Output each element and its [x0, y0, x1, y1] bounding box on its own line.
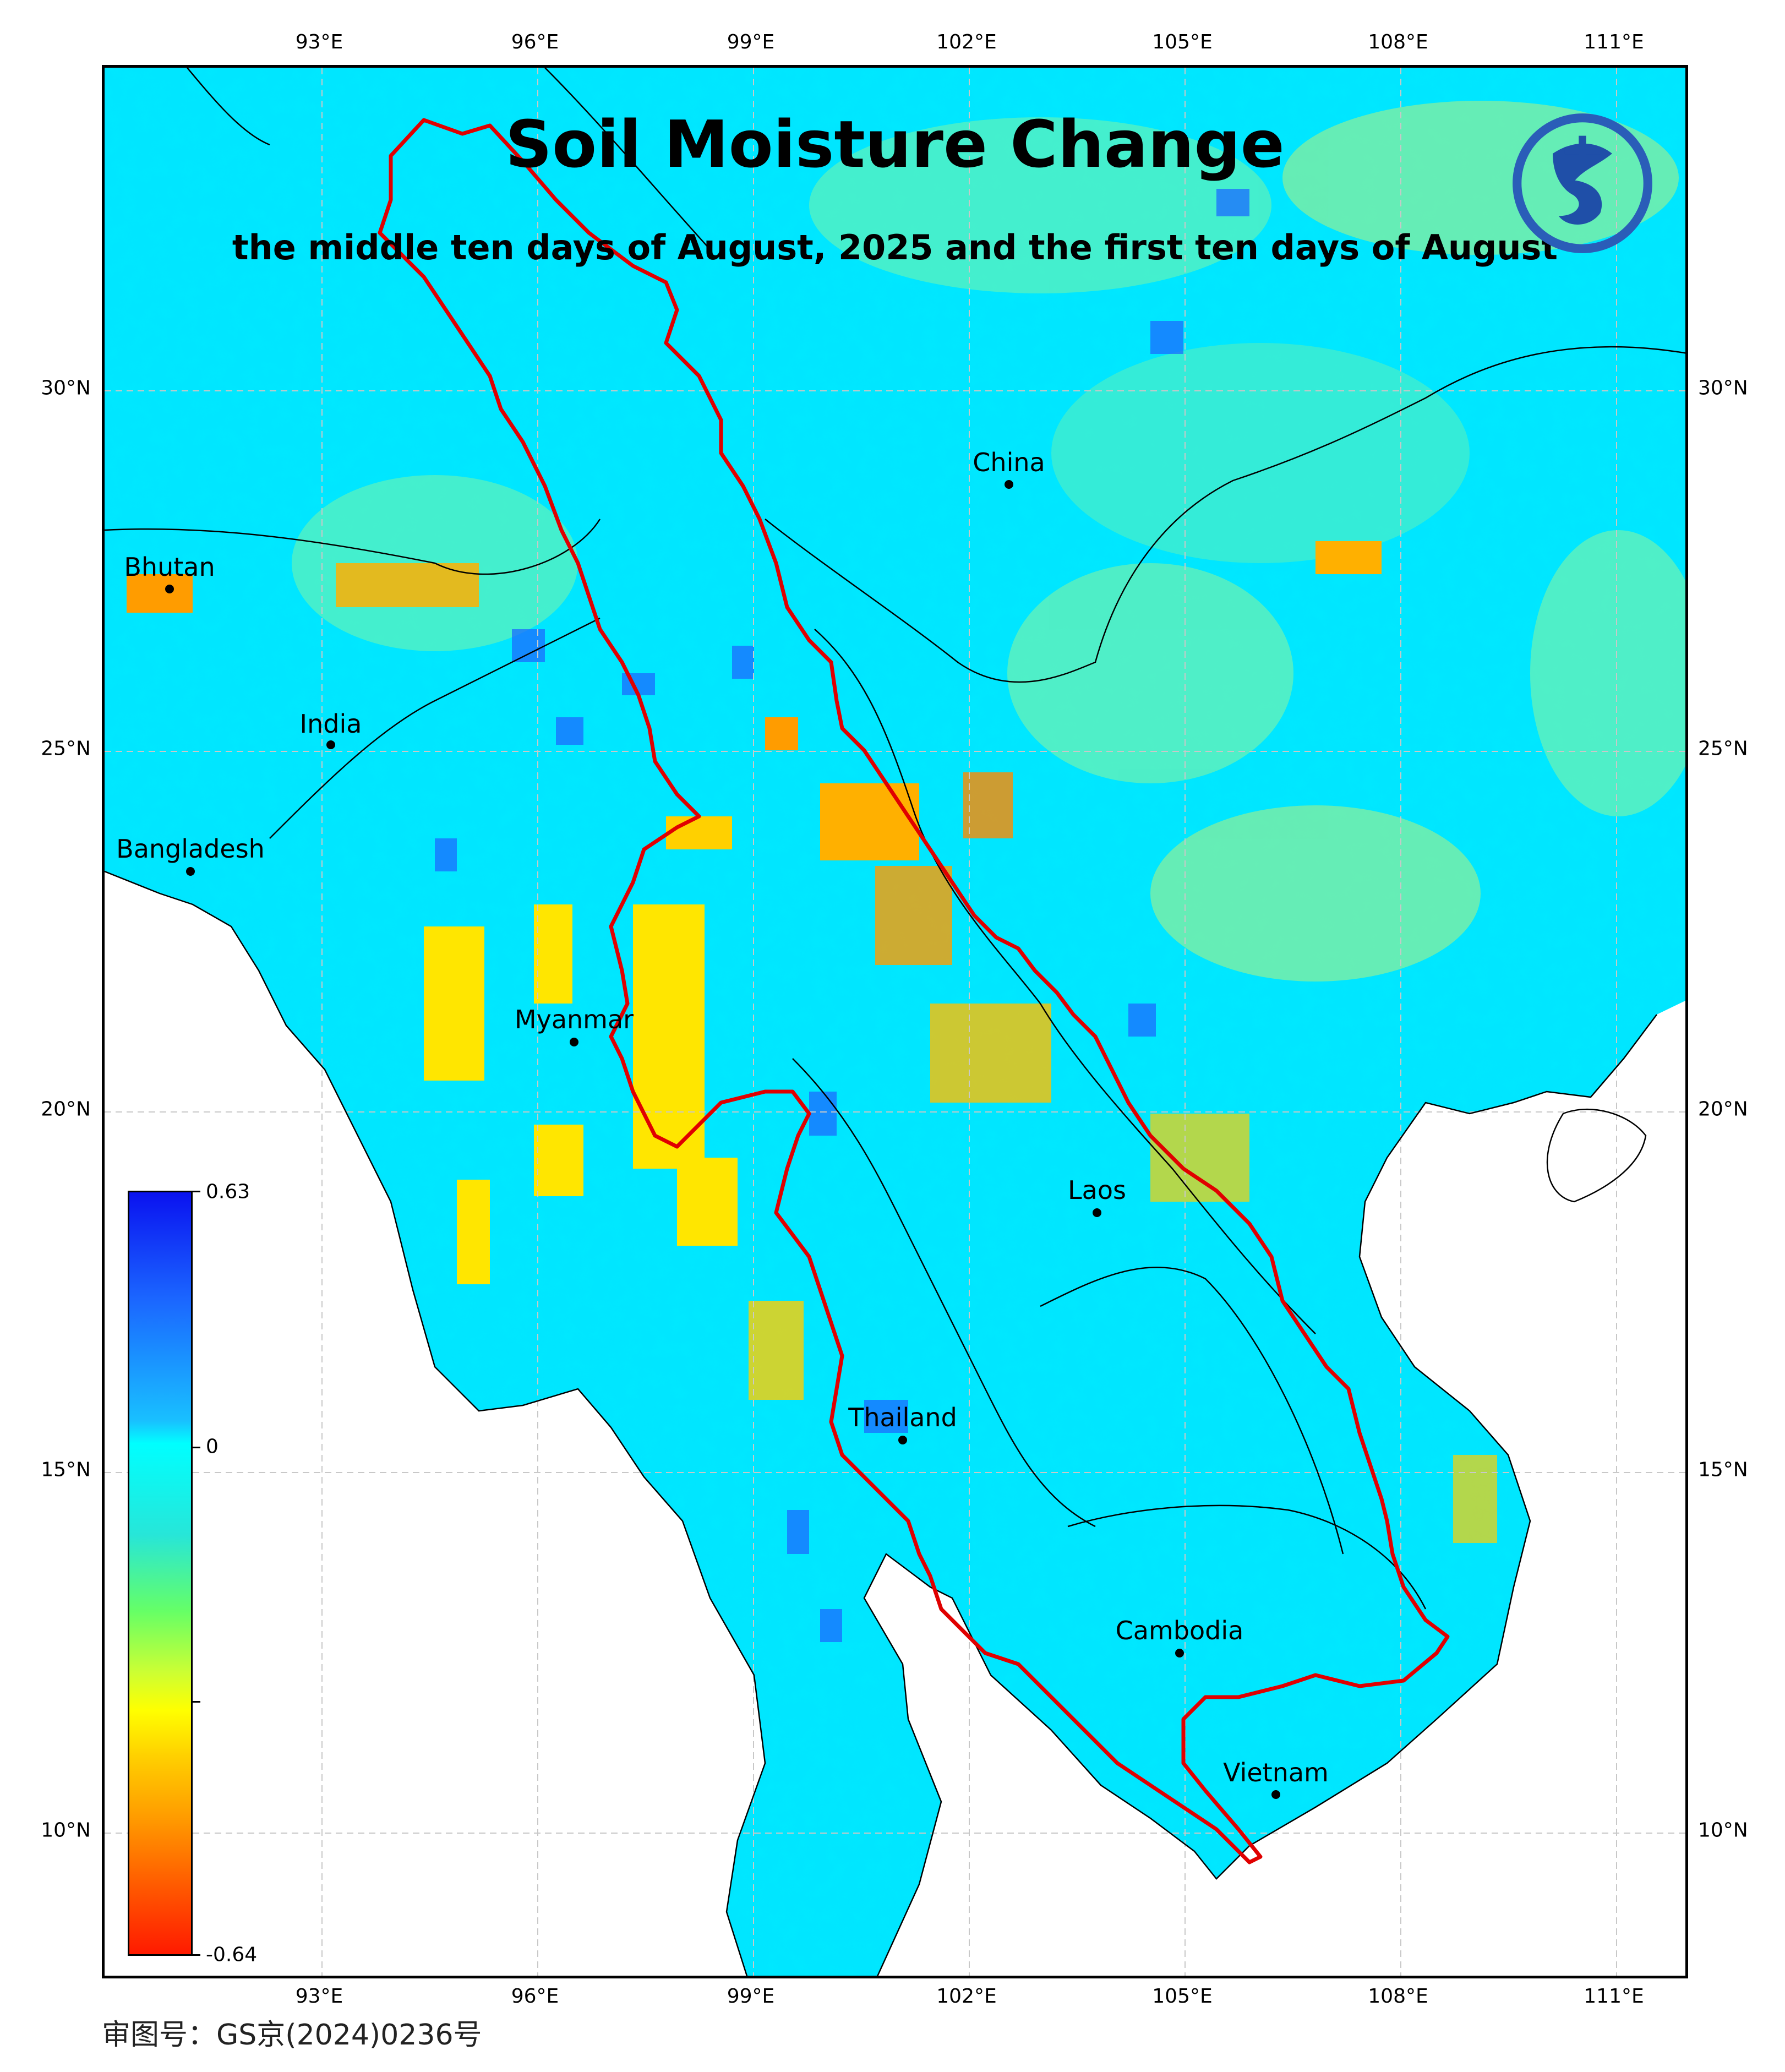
lon-label-bottom: 102°E — [936, 1985, 997, 2008]
colorbar-min-label: -0.64 — [206, 1943, 258, 1966]
lon-label-top: 99°E — [727, 31, 775, 53]
map-subtitle: the middle ten days of August, 2025 and … — [232, 227, 1558, 268]
bangladesh-marker — [186, 867, 195, 876]
map-panel[interactable]: Soil Moisture Change the middle ten days… — [102, 65, 1688, 1978]
label-bhutan: Bhutan — [124, 552, 215, 582]
china-marker — [1005, 480, 1013, 489]
label-cambodia: Cambodia — [1115, 1616, 1244, 1645]
dragon-emblem-icon — [1513, 113, 1652, 253]
lon-label-bottom: 99°E — [727, 1985, 775, 2008]
colorbar-max-label: 0.63 — [206, 1180, 250, 1203]
colorbar-tick — [193, 1701, 200, 1703]
lat-label-right: 25°N — [1698, 737, 1748, 760]
lat-label-left: 30°N — [41, 377, 91, 400]
lon-label-top: 93°E — [295, 31, 343, 53]
label-bangladesh: Bangladesh — [116, 834, 265, 864]
lat-label-right: 15°N — [1698, 1458, 1748, 1481]
lon-label-top: 105°E — [1152, 31, 1213, 53]
vietnam-marker — [1271, 1790, 1280, 1799]
lat-label-right: 30°N — [1698, 377, 1748, 400]
lon-label-top: 111°E — [1584, 31, 1644, 53]
thailand-marker — [898, 1436, 907, 1444]
label-vietnam: Vietnam — [1223, 1758, 1329, 1787]
laos-marker — [1093, 1208, 1101, 1217]
lat-label-left: 15°N — [41, 1458, 91, 1481]
map-review-number: 审图号：GS京(2024)0236号 — [102, 2019, 482, 2052]
lat-label-left: 20°N — [41, 1098, 91, 1121]
lat-label-left: 25°N — [41, 737, 91, 760]
india-marker — [326, 740, 335, 749]
lon-label-bottom: 93°E — [295, 1985, 343, 2008]
lon-label-bottom: 105°E — [1152, 1985, 1213, 2008]
label-china: China — [973, 448, 1045, 477]
colorbar-mid-label: 0 — [206, 1435, 219, 1458]
cambodia-marker — [1175, 1649, 1184, 1657]
lon-label-bottom: 111°E — [1584, 1985, 1644, 2008]
lon-label-top: 102°E — [936, 31, 997, 53]
lon-label-top: 108°E — [1368, 31, 1428, 53]
lon-label-bottom: 96°E — [511, 1985, 559, 2008]
lon-label-top: 96°E — [511, 31, 559, 53]
myanmar-marker — [570, 1038, 578, 1046]
label-india: India — [299, 709, 362, 739]
map-canvas — [105, 68, 1685, 1976]
label-myanmar: Myanmar — [514, 1005, 634, 1034]
label-laos: Laos — [1068, 1175, 1126, 1205]
lat-label-right: 10°N — [1698, 1819, 1748, 1842]
colorbar-tick — [193, 1954, 200, 1956]
lat-label-left: 10°N — [41, 1819, 91, 1842]
colorbar — [128, 1191, 193, 1956]
lon-label-bottom: 108°E — [1368, 1985, 1428, 2008]
colorbar-tick — [193, 1447, 200, 1448]
lat-label-right: 20°N — [1698, 1098, 1748, 1121]
basin-outline — [378, 118, 1450, 1864]
bhutan-marker — [165, 585, 174, 593]
map-title: Soil Moisture Change — [505, 106, 1285, 182]
label-thailand: Thailand — [848, 1403, 957, 1432]
colorbar-tick — [193, 1191, 200, 1192]
